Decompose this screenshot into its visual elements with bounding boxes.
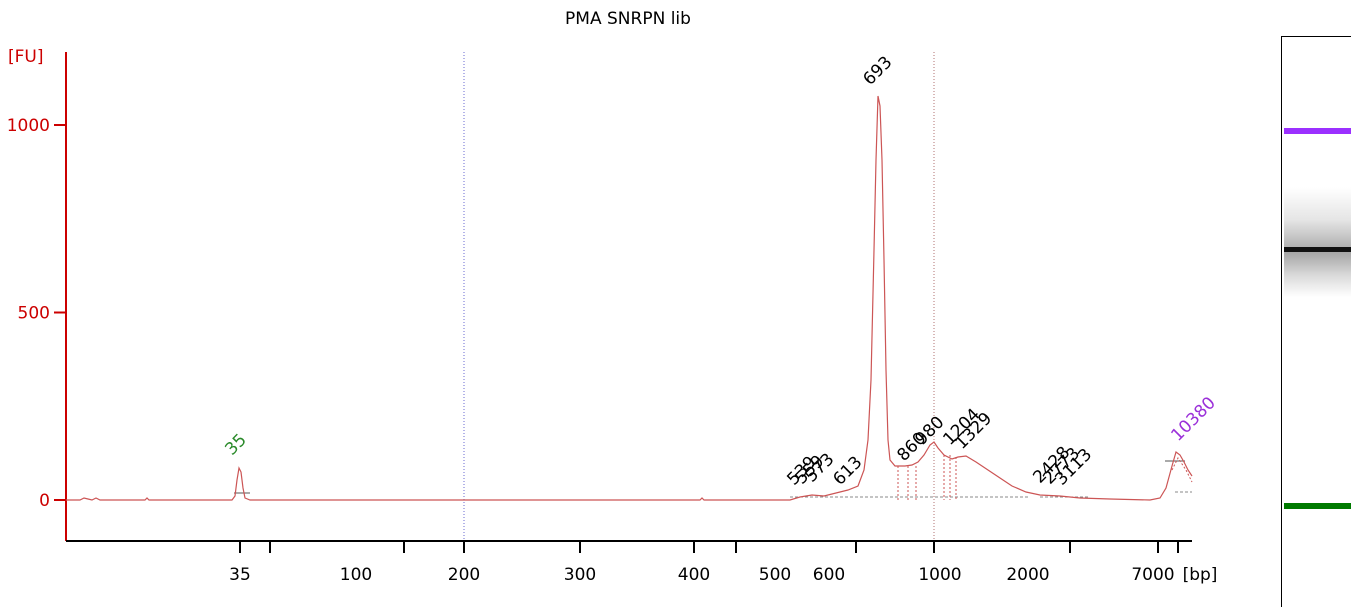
- x-tick-label: 1000: [918, 565, 961, 585]
- x-tick-label: 7000: [1131, 565, 1174, 585]
- peak-label: 693: [859, 52, 896, 89]
- chart-title: PMA SNRPN lib: [565, 9, 691, 29]
- x-tick-label: 600: [813, 565, 845, 585]
- x-axis-unit: [bp]: [1183, 565, 1218, 585]
- peak-label: 10380: [1167, 393, 1219, 445]
- y-tick-label: 500: [18, 304, 50, 324]
- x-tick-label: 2000: [1006, 565, 1049, 585]
- y-tick-label: 1000: [7, 116, 50, 136]
- y-tick-label: 0: [39, 491, 50, 511]
- gel-lane: [1281, 36, 1351, 607]
- x-tick-label: 400: [678, 565, 710, 585]
- electropherogram-trace: [66, 95, 1193, 501]
- peak-label: 613: [829, 452, 866, 489]
- peak-label: 35: [221, 430, 250, 459]
- gel-band-upper-marker: [1284, 128, 1351, 134]
- x-tick-label: 100: [340, 565, 372, 585]
- trace-fit-overlay: [1171, 457, 1193, 483]
- peak-droplines: [897, 455, 957, 500]
- gel-band-smear: [1284, 187, 1351, 297]
- gel-band-lower-marker: [1284, 503, 1351, 509]
- gel-band-main: [1284, 247, 1351, 252]
- y-ticks: 0 500 1000: [7, 116, 66, 511]
- x-tick-label: 35: [229, 565, 251, 585]
- peak-labels: 3569353955957361386098012041329242827733…: [221, 52, 1219, 489]
- x-tick-label: 200: [448, 565, 480, 585]
- x-tick-label: 500: [759, 565, 791, 585]
- x-ticks: [bp] 35 100 200 300 400 500 600 1000 2000 7000: [229, 541, 1217, 585]
- x-tick-label: 300: [564, 565, 596, 585]
- y-axis-unit: [FU]: [8, 47, 44, 67]
